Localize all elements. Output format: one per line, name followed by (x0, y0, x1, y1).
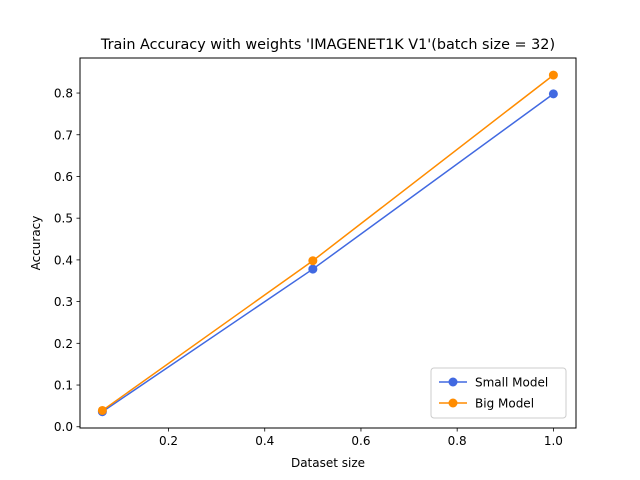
x-tick-label: 0.8 (448, 434, 467, 448)
y-tick-label: 0.6 (54, 170, 73, 184)
y-tick-label: 0.7 (54, 128, 73, 142)
legend-label-0: Small Model (475, 376, 548, 390)
legend-marker-1 (448, 398, 458, 408)
data-point-1-0 (97, 405, 107, 415)
x-axis-label: Dataset size (291, 456, 365, 470)
y-tick-label: 0.3 (54, 295, 73, 309)
data-point-1-1 (308, 256, 318, 266)
x-axis-ticks: 0.2 0.4 0.6 0.8 1.0 (159, 428, 563, 448)
legend-marker-0 (448, 377, 458, 387)
data-point-0-1 (308, 264, 318, 274)
x-tick-label: 0.6 (351, 434, 370, 448)
y-tick-label: 0.4 (54, 253, 73, 267)
x-tick-label: 0.4 (255, 434, 274, 448)
y-tick-label: 0.5 (54, 212, 73, 226)
x-tick-label: 1.0 (544, 434, 563, 448)
legend-box (430, 367, 567, 419)
y-tick-label: 0.8 (54, 87, 73, 101)
y-tick-label: 0.1 (54, 379, 73, 393)
data-point-0-2 (548, 89, 558, 99)
plot-frame (79, 57, 577, 429)
x-tick-label: 0.2 (159, 434, 178, 448)
y-tick-label: 0.0 (54, 420, 73, 434)
y-axis-ticks: 0.0 0.1 0.2 0.3 0.4 0.5 0.6 0.7 0.8 (54, 87, 80, 434)
y-axis-label: Accuracy (29, 216, 43, 271)
y-tick-label: 0.2 (54, 337, 73, 351)
data-point-1-2 (548, 70, 558, 80)
legend: Small Model Big Model (430, 367, 567, 419)
chart-title: Train Accuracy with weights 'IMAGENET1K … (100, 37, 555, 53)
plot-marks (97, 70, 558, 417)
legend-label-1: Big Model (475, 397, 534, 411)
